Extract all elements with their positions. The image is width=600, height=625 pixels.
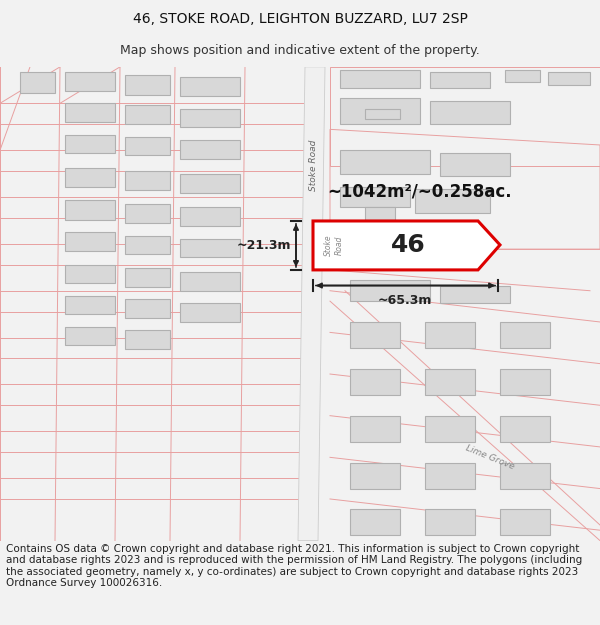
Polygon shape — [350, 369, 400, 395]
Polygon shape — [440, 286, 510, 303]
Polygon shape — [365, 109, 400, 119]
Polygon shape — [350, 462, 400, 489]
Polygon shape — [20, 72, 55, 93]
Polygon shape — [340, 70, 420, 88]
Polygon shape — [548, 72, 590, 84]
Polygon shape — [350, 509, 400, 536]
Polygon shape — [425, 509, 475, 536]
Polygon shape — [500, 369, 550, 395]
Polygon shape — [350, 322, 400, 348]
Polygon shape — [125, 299, 170, 318]
Polygon shape — [65, 72, 115, 91]
Polygon shape — [65, 265, 115, 284]
Polygon shape — [125, 330, 170, 349]
Polygon shape — [65, 327, 115, 345]
Polygon shape — [125, 106, 170, 124]
Polygon shape — [180, 239, 240, 258]
Polygon shape — [340, 187, 410, 208]
Text: Contains OS data © Crown copyright and database right 2021. This information is : Contains OS data © Crown copyright and d… — [6, 544, 582, 588]
Polygon shape — [65, 200, 115, 220]
Polygon shape — [500, 462, 550, 489]
Polygon shape — [500, 322, 550, 348]
Polygon shape — [180, 208, 240, 226]
Polygon shape — [65, 296, 115, 314]
Polygon shape — [350, 281, 430, 301]
Polygon shape — [125, 171, 170, 190]
Polygon shape — [440, 153, 510, 176]
Polygon shape — [365, 208, 395, 220]
Text: Map shows position and indicative extent of the property.: Map shows position and indicative extent… — [120, 44, 480, 57]
Text: ~21.3m: ~21.3m — [236, 239, 291, 252]
Polygon shape — [125, 268, 170, 287]
Polygon shape — [125, 204, 170, 223]
Text: Stoke Road: Stoke Road — [310, 140, 319, 191]
Polygon shape — [425, 369, 475, 395]
Polygon shape — [180, 109, 240, 127]
Polygon shape — [180, 174, 240, 193]
Polygon shape — [65, 134, 115, 153]
Polygon shape — [65, 232, 115, 251]
Polygon shape — [425, 416, 475, 442]
Polygon shape — [500, 416, 550, 442]
Polygon shape — [313, 221, 500, 270]
Polygon shape — [125, 75, 170, 95]
Polygon shape — [125, 137, 170, 156]
Polygon shape — [180, 272, 240, 291]
Polygon shape — [340, 150, 430, 174]
Polygon shape — [350, 416, 400, 442]
Polygon shape — [500, 509, 550, 536]
Polygon shape — [340, 98, 420, 124]
Polygon shape — [430, 72, 490, 88]
Text: 46, STOKE ROAD, LEIGHTON BUZZARD, LU7 2SP: 46, STOKE ROAD, LEIGHTON BUZZARD, LU7 2S… — [133, 12, 467, 26]
Text: ~1042m²/~0.258ac.: ~1042m²/~0.258ac. — [328, 183, 512, 201]
Polygon shape — [65, 168, 115, 187]
Polygon shape — [180, 140, 240, 159]
Polygon shape — [65, 103, 115, 122]
Polygon shape — [430, 101, 510, 124]
Polygon shape — [505, 70, 540, 82]
Text: Stoke
Road: Stoke Road — [325, 234, 344, 256]
Polygon shape — [415, 189, 490, 213]
Text: 46: 46 — [391, 233, 425, 257]
Text: ~65.3m: ~65.3m — [378, 294, 432, 307]
Text: Lime Grove: Lime Grove — [464, 444, 515, 471]
Polygon shape — [298, 67, 325, 541]
Polygon shape — [425, 322, 475, 348]
Polygon shape — [425, 462, 475, 489]
Polygon shape — [125, 236, 170, 254]
Polygon shape — [180, 303, 240, 322]
Polygon shape — [180, 78, 240, 96]
